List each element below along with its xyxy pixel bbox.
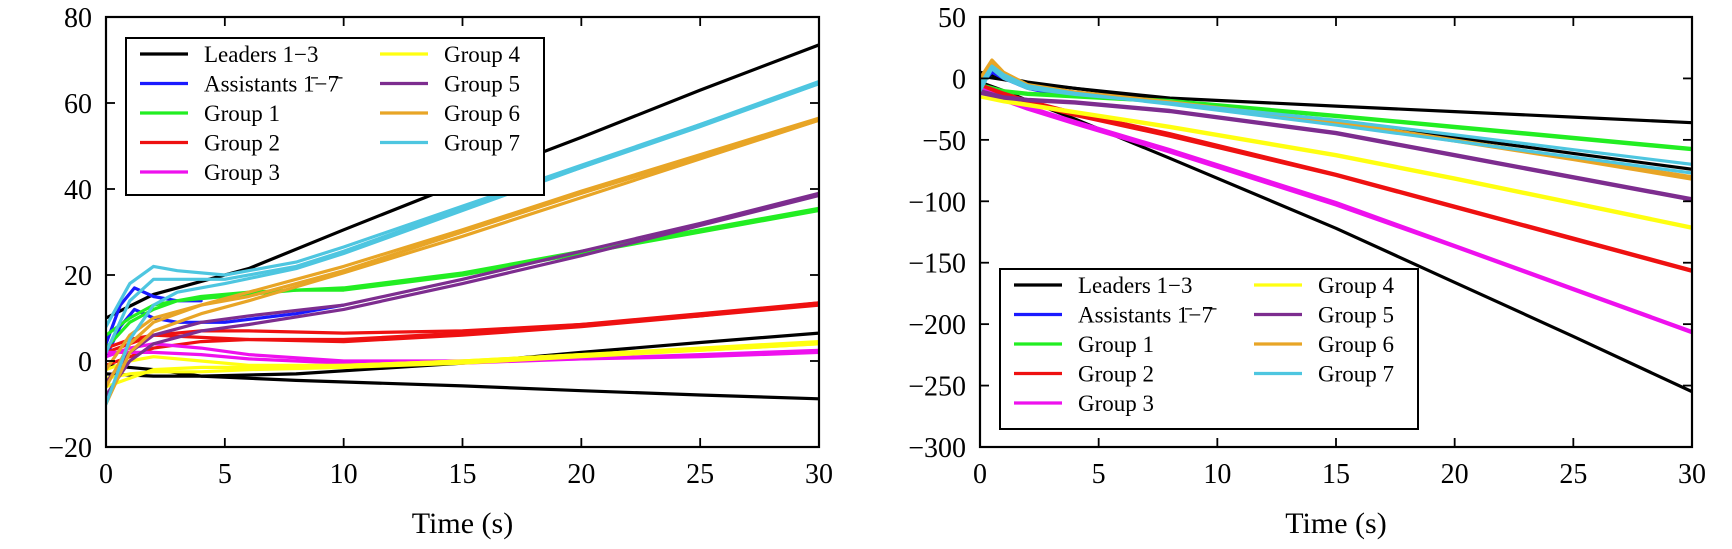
legend-label: Group 4 <box>1318 273 1395 298</box>
y-tick-label: −20 <box>48 433 92 464</box>
y-tick-label: 50 <box>938 3 966 34</box>
x-tick-label: 25 <box>1559 459 1587 490</box>
legend-label: Assistants 1̄−7̄ <box>204 72 343 97</box>
y-tick-label: 0 <box>952 64 966 95</box>
series-line-8-2 <box>106 116 819 389</box>
legend-label: Group 5 <box>1318 303 1394 328</box>
x-tick-label: 5 <box>1092 459 1106 490</box>
series-line-1-3 <box>106 331 819 378</box>
legend-label: Group 3 <box>204 160 280 185</box>
x-tick-label: 5 <box>218 459 232 490</box>
x-tick-label: 20 <box>1441 459 1469 490</box>
legend-label: Group 6 <box>1318 332 1394 357</box>
x-axis-title: Time (s) <box>1285 507 1386 540</box>
series-line-6-3 <box>106 342 819 380</box>
y-tick-label: −250 <box>908 372 966 403</box>
legend-label: Assistants 1̄−7̄ <box>1078 303 1217 328</box>
y-tick-label: 0 <box>78 347 92 378</box>
series-line-7-1 <box>106 193 819 397</box>
x-axis-title: Time (s) <box>412 507 513 540</box>
x-tick-label: 0 <box>973 459 987 490</box>
y-tick-label: −300 <box>908 433 966 464</box>
legend-label: Group 5 <box>444 72 520 97</box>
legend-label: Group 2 <box>1078 362 1154 387</box>
x-tick-label: 30 <box>805 459 833 490</box>
y-tick-label: 60 <box>64 89 92 120</box>
legend-label: Group 7 <box>1318 362 1394 387</box>
x-tick-label: 20 <box>567 459 595 490</box>
plot-lines <box>980 58 1692 394</box>
y-tick-label: −50 <box>922 126 966 157</box>
x-tick-label: 30 <box>1678 459 1706 490</box>
legend-label: Leaders 1−3 <box>204 42 319 67</box>
y-tick-label: −100 <box>908 187 966 218</box>
y-tick-label: −200 <box>908 310 966 341</box>
legend-box <box>125 37 545 196</box>
series-line-8-1 <box>106 118 819 406</box>
legend-label: Group 2 <box>204 131 280 156</box>
legend-label: Leaders 1−3 <box>1078 273 1193 298</box>
legend-label: Group 1 <box>204 101 280 126</box>
legend-label: Group 3 <box>1078 391 1154 416</box>
y-tick-label: 40 <box>64 175 92 206</box>
series-line-7-2 <box>980 91 1692 202</box>
chart-2: 0 5 10 15 20 25 30 −300 −250 −200 −150 −100 −50 0 50 Ti… <box>908 3 1706 540</box>
plot-lines <box>106 43 819 406</box>
legend: Leaders 1−3 Assistants 1̄−7̄ Group 1 Group … <box>125 37 545 196</box>
y-tick-label: 20 <box>64 261 92 292</box>
legend-label: Group 7 <box>444 131 520 156</box>
series-line-6-2 <box>980 95 1692 230</box>
legend: Leaders 1−3 Assistants 1̄−7̄ Group 1 Group … <box>999 268 1419 430</box>
legend-label: Group 4 <box>444 42 521 67</box>
x-tick-label: 0 <box>99 459 113 490</box>
x-tick-label: 25 <box>686 459 714 490</box>
series-line-9-3 <box>106 82 819 406</box>
legend-label: Group 6 <box>444 101 520 126</box>
x-tick-label: 10 <box>330 459 358 490</box>
y-tick-label: 80 <box>64 3 92 34</box>
legend-box <box>999 268 1419 430</box>
series-line-8-3 <box>106 118 819 372</box>
series-line-9-2 <box>980 64 1692 175</box>
x-tick-label: 15 <box>1322 459 1350 490</box>
y-tick-label: −150 <box>908 249 966 280</box>
legend-label: Group 1 <box>1078 332 1154 357</box>
x-tick-label: 15 <box>449 459 477 490</box>
x-tick-label: 10 <box>1203 459 1231 490</box>
series-line-1-1 <box>106 43 819 320</box>
